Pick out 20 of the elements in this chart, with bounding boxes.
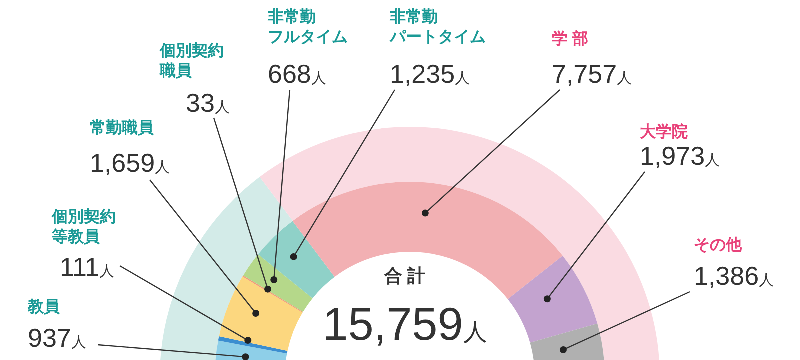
slice-label: 非常勤フルタイム	[267, 8, 348, 46]
data-label: 937人	[28, 323, 86, 353]
slice-label: 学 部	[552, 30, 588, 48]
data-label: 7,757人	[552, 59, 632, 89]
slice-label: 教員	[27, 298, 61, 316]
data-label: 111人	[60, 252, 115, 282]
data-label: 33人	[186, 88, 230, 118]
text: 15,759人	[322, 298, 488, 350]
data-label: 668人	[268, 59, 326, 89]
text: 合 計	[383, 266, 426, 286]
slice-label: 個別契約等教員	[51, 208, 116, 246]
data-label: 1,659人	[90, 148, 170, 178]
slice-label: 大学院	[640, 123, 688, 141]
slice-label: 常勤職員	[90, 119, 155, 137]
slice-label: 個別契約職員	[159, 42, 224, 80]
data-label: 1,973人	[640, 141, 720, 171]
data-label: 1,386人	[694, 261, 774, 291]
data-label: 1,235人	[390, 59, 470, 89]
slice-label: 非常勤パートタイム	[389, 8, 486, 46]
slice-label: その他	[694, 236, 743, 254]
